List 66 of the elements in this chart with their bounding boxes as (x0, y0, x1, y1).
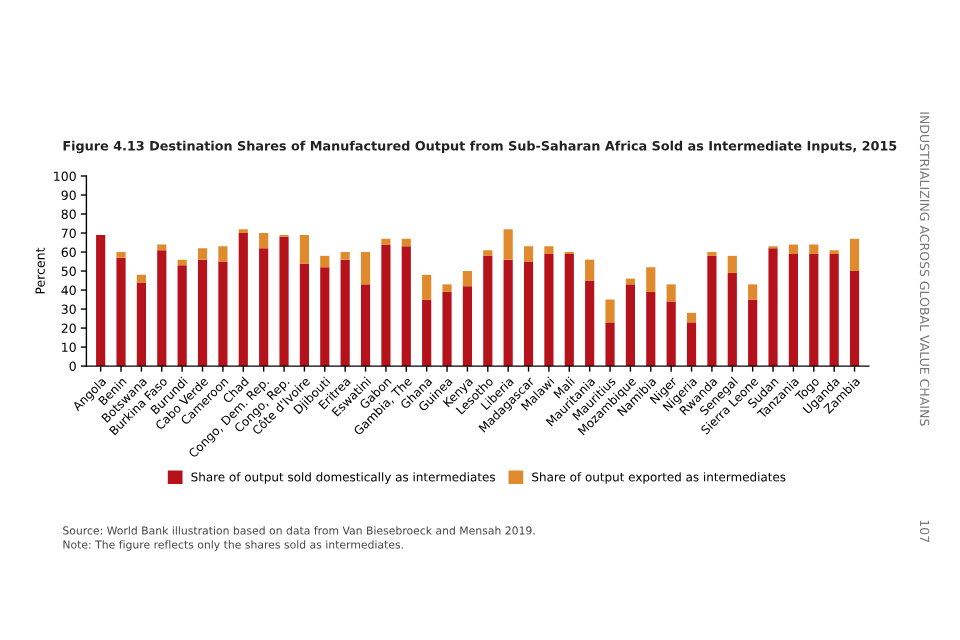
bar (686, 312, 697, 323)
bar (483, 250, 493, 256)
bar (116, 257, 126, 367)
bar (768, 248, 778, 367)
bar (544, 253, 554, 367)
bar (523, 261, 534, 367)
bar (666, 284, 676, 302)
bar (136, 282, 146, 367)
bar (788, 244, 798, 254)
bar (320, 267, 330, 367)
bar (401, 238, 411, 247)
bar (748, 299, 758, 367)
bar (422, 299, 432, 367)
bar (442, 291, 452, 367)
bar (157, 250, 167, 367)
bar (646, 267, 656, 292)
bar (136, 274, 146, 283)
bar (422, 274, 432, 300)
bar (564, 253, 574, 367)
bar (320, 255, 330, 268)
bar (177, 265, 187, 367)
bar (707, 255, 717, 367)
bar (157, 244, 167, 251)
bar (218, 246, 228, 262)
bar (809, 244, 819, 254)
bar (585, 259, 595, 281)
bar (299, 263, 309, 367)
bar (96, 234, 106, 367)
bar (442, 284, 452, 292)
bar (340, 252, 350, 260)
bar (259, 248, 269, 367)
bar (116, 252, 126, 258)
bar (279, 236, 289, 367)
bar (197, 259, 208, 367)
bar (646, 291, 656, 367)
bar (829, 253, 839, 367)
bar (788, 253, 798, 367)
bar (462, 271, 472, 287)
bar (381, 244, 391, 367)
bar (849, 271, 860, 367)
bar (625, 284, 635, 367)
bar (809, 253, 819, 367)
bar (666, 301, 676, 367)
bar (503, 259, 513, 367)
bar (259, 233, 269, 249)
bar (727, 255, 737, 273)
bar (360, 252, 371, 285)
bar (197, 248, 208, 260)
bar (605, 322, 615, 367)
bar (483, 255, 493, 367)
bar (605, 299, 615, 323)
bar (401, 246, 411, 367)
bar (238, 233, 248, 367)
bar (340, 259, 350, 367)
bar (748, 284, 758, 300)
bar (218, 261, 228, 367)
bar (585, 280, 595, 367)
bar (360, 284, 371, 367)
bar (503, 229, 513, 260)
bar (544, 246, 554, 254)
bar (727, 272, 737, 367)
bar (849, 238, 860, 272)
bar (299, 234, 309, 264)
bar (462, 286, 472, 367)
bar (523, 246, 534, 262)
bar (686, 322, 697, 367)
